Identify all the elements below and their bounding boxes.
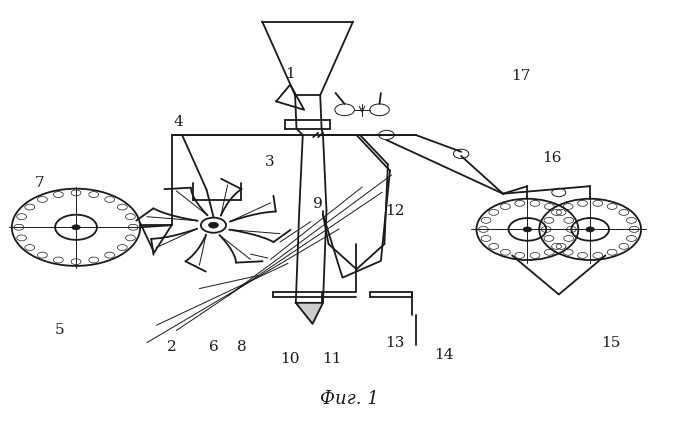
Text: 1: 1: [285, 67, 295, 81]
Circle shape: [524, 227, 531, 232]
Text: 7: 7: [34, 176, 44, 190]
Text: 5: 5: [55, 323, 65, 337]
Text: 10: 10: [280, 352, 300, 366]
Text: 16: 16: [542, 151, 561, 165]
Text: 8: 8: [236, 340, 246, 354]
Text: 12: 12: [385, 203, 405, 218]
Circle shape: [586, 227, 594, 232]
Circle shape: [72, 225, 80, 230]
Circle shape: [208, 222, 218, 228]
Text: 17: 17: [511, 69, 530, 83]
Text: Фиг. 1: Фиг. 1: [320, 390, 379, 408]
Text: 4: 4: [174, 115, 183, 129]
Text: 13: 13: [385, 336, 405, 350]
Text: 3: 3: [264, 155, 274, 169]
Text: 11: 11: [322, 352, 342, 366]
Text: 15: 15: [601, 336, 621, 350]
Text: 6: 6: [208, 340, 218, 354]
Polygon shape: [296, 303, 323, 324]
Text: 9: 9: [313, 197, 323, 211]
Text: 14: 14: [434, 348, 454, 362]
Text: 2: 2: [167, 340, 176, 354]
